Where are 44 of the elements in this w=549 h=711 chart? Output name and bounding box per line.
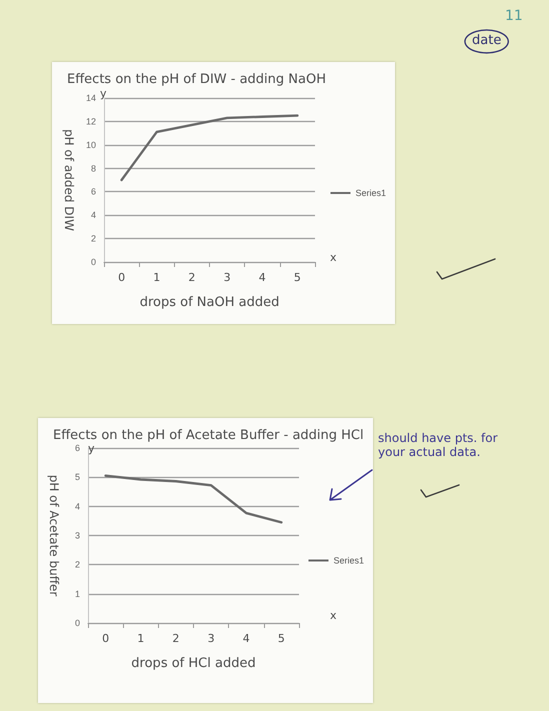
x-tick-label: 2 (172, 632, 180, 645)
x-axis-title: drops of NaOH added (140, 295, 280, 310)
x-axis-title: drops of HCl added (131, 656, 256, 671)
x-tick-label: 5 (294, 271, 301, 284)
x-tick-label: 4 (258, 271, 266, 284)
chart-title: Effects on the pH of DIW - adding NaOH (67, 72, 326, 87)
legend-label: Series1 (333, 556, 364, 566)
y-tick-label: 4 (74, 501, 80, 512)
y-tick-label: 0 (90, 257, 96, 267)
x-tick-label: 2 (188, 271, 196, 284)
y-tick-label: 5 (74, 472, 80, 482)
text: x (330, 609, 337, 623)
line-series (104, 474, 283, 524)
y-tick-label: 14 (86, 93, 96, 103)
y-axis-title: pH of Acetate buffer (47, 474, 61, 596)
y-axis-title: pH of added DIW (62, 129, 76, 232)
x-tick-label: 3 (224, 271, 231, 284)
y-tick-label: 0 (74, 618, 80, 628)
text: should have pts. for your actual data. (378, 431, 498, 460)
x-tick-label: 0 (102, 632, 110, 645)
y-tick-label: 4 (90, 210, 96, 220)
y-tick-label: 3 (74, 530, 80, 540)
y-tick-label: 2 (90, 234, 96, 244)
x-tick-label: 4 (242, 632, 250, 645)
chart-title: Effects on the pH of Acetate Buffer - adding HCl (53, 428, 364, 443)
y-tick-label: 8 (90, 163, 96, 174)
legend-label: Series1 (355, 188, 386, 198)
x-tick-label: 1 (137, 632, 144, 645)
y-tick-label: 1 (74, 588, 80, 599)
y-tick-label: 10 (86, 140, 96, 150)
y-tick-label: 6 (90, 186, 96, 197)
annotation: y (100, 87, 107, 101)
text: date (472, 33, 502, 49)
annotation: y (88, 442, 95, 456)
x-tick-label: 5 (278, 632, 285, 645)
text: 11 (505, 8, 523, 24)
y-tick-label: 2 (74, 560, 80, 570)
line-series (120, 114, 299, 182)
x-tick-label: 1 (153, 271, 160, 284)
y-tick-label: 6 (74, 443, 80, 453)
x-tick-label: 0 (118, 271, 126, 284)
x-tick-label: 3 (208, 632, 215, 645)
y-tick-label: 12 (86, 116, 96, 126)
text: x (330, 251, 337, 265)
